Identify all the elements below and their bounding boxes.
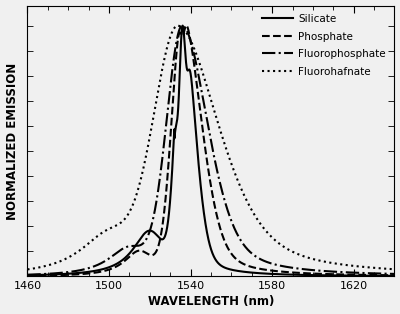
Fluorohafnate — [166, 41, 170, 45]
Fluorophosphate — [166, 104, 170, 108]
Silicate — [89, 270, 94, 273]
Phosphate — [89, 271, 94, 275]
Fluorohafnate — [385, 267, 390, 271]
Line: Phosphate: Phosphate — [28, 26, 394, 276]
Silicate — [180, 24, 185, 28]
Legend: Silicate, Phosphate, Fluorophosphate, Fluorohafnate: Silicate, Phosphate, Fluorophosphate, Fl… — [259, 11, 389, 80]
Line: Fluorohafnate: Fluorohafnate — [28, 26, 394, 269]
Fluorohafnate — [89, 240, 94, 243]
Phosphate — [346, 273, 350, 276]
Line: Silicate: Silicate — [28, 26, 394, 276]
Silicate — [166, 219, 170, 222]
Phosphate — [166, 166, 170, 170]
Fluorophosphate — [25, 273, 30, 277]
Silicate — [392, 274, 397, 278]
Fluorophosphate — [385, 272, 390, 276]
Fluorophosphate — [89, 266, 94, 269]
Fluorophosphate — [180, 24, 185, 28]
Phosphate — [67, 273, 72, 277]
Phosphate — [385, 273, 390, 277]
X-axis label: WAVELENGTH (nm): WAVELENGTH (nm) — [148, 295, 274, 308]
Silicate — [67, 272, 72, 276]
Phosphate — [182, 30, 186, 34]
Silicate — [385, 274, 390, 278]
Fluorophosphate — [67, 270, 72, 274]
Fluorohafnate — [346, 263, 350, 267]
Silicate — [25, 273, 30, 277]
Fluorohafnate — [182, 28, 187, 32]
Fluorophosphate — [182, 25, 187, 29]
Fluorohafnate — [176, 24, 180, 28]
Phosphate — [184, 24, 189, 28]
Fluorohafnate — [392, 268, 397, 271]
Silicate — [182, 36, 187, 40]
Fluorohafnate — [25, 268, 30, 271]
Fluorophosphate — [346, 270, 350, 274]
Fluorophosphate — [392, 272, 397, 276]
Phosphate — [392, 273, 397, 277]
Line: Fluorophosphate: Fluorophosphate — [28, 26, 394, 275]
Silicate — [346, 274, 350, 278]
Fluorohafnate — [67, 255, 72, 259]
Phosphate — [25, 274, 30, 278]
Y-axis label: NORMALIZED EMISSION: NORMALIZED EMISSION — [6, 62, 18, 219]
